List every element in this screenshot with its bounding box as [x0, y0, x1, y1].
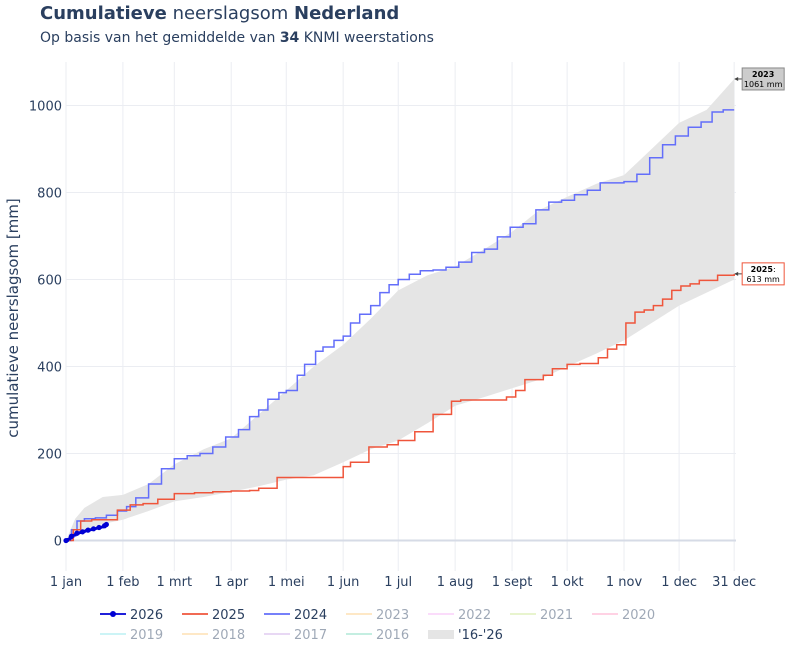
series-point-2026[interactable] — [63, 537, 69, 544]
x-tick-label: 1 okt — [551, 575, 584, 590]
annotation-box — [741, 262, 785, 286]
series-line-2025[interactable] — [66, 273, 735, 542]
legend-label: 2022 — [458, 608, 491, 623]
legend-label: 2026 — [130, 608, 163, 623]
y-tick-label: 1000 — [29, 100, 62, 115]
x-tick-label: 1 nov — [606, 575, 643, 590]
legend-label: 2025 — [212, 608, 245, 623]
legend-label: 2018 — [212, 628, 245, 643]
x-tick-label: 1 jul — [384, 575, 412, 590]
x-tick-label: 1 dec — [661, 575, 697, 590]
legend-label: 2016 — [376, 628, 409, 643]
legend-item-2018[interactable]: 2018 — [182, 628, 245, 643]
legend-label: 2023 — [376, 608, 409, 623]
x-tick-label: 1 mei — [268, 575, 305, 590]
y-tick-label: 800 — [37, 187, 62, 202]
annotation-box — [741, 67, 785, 91]
chart-title: Cumulatieve neerslagsom Nederland — [40, 3, 399, 24]
annotation-arrowhead — [734, 76, 739, 81]
series-point-2026[interactable] — [85, 527, 91, 533]
y-axis-label: cumulatieve neerslagsom [mm] — [4, 198, 22, 438]
series-point-2026[interactable] — [74, 530, 80, 536]
y-tick-label: 200 — [37, 448, 62, 463]
y-tick-label: 600 — [37, 274, 62, 289]
chart-subtitle: Op basis van het gemiddelde van 34 KNMI … — [40, 30, 434, 46]
legend-item-2025[interactable]: 2025 — [182, 608, 245, 623]
legend-item-2017[interactable]: 2017 — [264, 628, 327, 643]
legend[interactable]: 2026 2025 2024 2023 2022 2021 2020 2019 2018 2017… — [100, 608, 655, 643]
x-tick-label: 1 feb — [106, 575, 139, 590]
annotation-year: 2025: — [751, 265, 776, 274]
series-point-2026[interactable] — [68, 533, 75, 539]
legend-dot — [110, 611, 116, 617]
legend-label: '16-'26 — [458, 628, 503, 643]
annotation-year: 2023 — [752, 70, 774, 79]
legend-item-1626[interactable]: '16-'26 — [428, 628, 503, 643]
legend-item-2026[interactable]: 2026 — [100, 608, 163, 623]
series-point-2026[interactable] — [96, 524, 102, 531]
legend-item-2020[interactable]: 2020 — [592, 608, 655, 623]
x-tick-label: 1 jan — [50, 575, 82, 590]
legend-label: 2024 — [294, 608, 327, 623]
x-tick-label: 1 jun — [327, 575, 360, 590]
x-tick-label: 31 dec — [712, 575, 756, 590]
y-tick-label: 400 — [37, 361, 62, 376]
series-line-2024[interactable] — [66, 109, 735, 542]
legend-item-2021[interactable]: 2021 — [510, 608, 573, 623]
legend-label: 2017 — [294, 628, 327, 643]
annotation-value: 613 mm — [746, 275, 780, 284]
x-tick-label: 1 aug — [437, 575, 474, 590]
series-point-2026[interactable] — [79, 529, 86, 535]
legend-item-2023[interactable]: 2023 — [346, 608, 409, 623]
range-band — [66, 79, 735, 541]
legend-item-2022[interactable]: 2022 — [428, 608, 491, 623]
legend-label: 2019 — [130, 628, 163, 643]
legend-label: 2021 — [540, 608, 573, 623]
legend-item-2024[interactable]: 2024 — [264, 608, 327, 623]
y-tick-label: 0 — [54, 535, 62, 550]
annotation-2025[interactable]: 2025:613 mm — [734, 262, 785, 286]
annotation-value: 1061 mm — [744, 80, 783, 89]
legend-swatch — [428, 630, 454, 639]
x-tick-label: 1 mrt — [157, 575, 193, 590]
legend-label: 2020 — [622, 608, 655, 623]
legend-item-2016[interactable]: 2016 — [346, 628, 409, 643]
series-point-2026[interactable] — [90, 526, 97, 532]
plot-area[interactable]: 1 jan 1 feb 1 mrt 1 apr 1 mei 1 jun 1 jul 1 aug… — [29, 62, 785, 590]
x-tick-label: 1 apr — [214, 575, 249, 590]
series-point-2026[interactable] — [103, 521, 109, 528]
legend-item-2019[interactable]: 2019 — [100, 628, 163, 643]
annotation-arrowhead — [734, 271, 739, 276]
x-tick-label: 1 sept — [492, 575, 533, 590]
